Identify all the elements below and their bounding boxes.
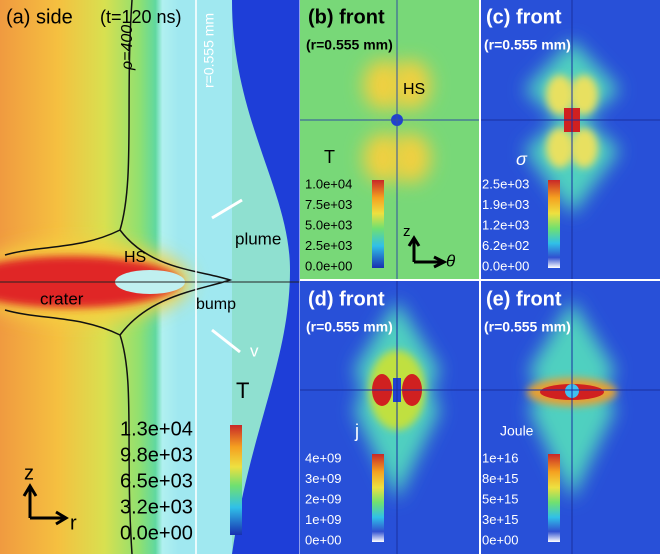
panel-label: (c) front (486, 6, 562, 28)
annotation: bump (196, 296, 236, 313)
panel-subtitle: (r=0.555 mm) (306, 319, 393, 335)
colorbar-label: 2.5e+03 (305, 238, 352, 253)
colorbar (372, 180, 384, 268)
colorbar-label: 1.3e+04 (120, 418, 193, 440)
annotation: crater (40, 289, 84, 308)
colorbar-label: 0.0e+00 (482, 258, 529, 273)
annotation: σ (516, 149, 528, 169)
colorbar (548, 180, 560, 268)
annotation: r (70, 512, 77, 534)
colorbar-label: 8e+15 (482, 471, 519, 486)
colorbar-label: 3e+15 (482, 512, 519, 527)
annotation: T (236, 378, 249, 403)
figure: (a) side (t=120 ns) 1.3e+04 9.8e+03 6.5e+03 3… (0, 0, 660, 554)
annotation: v (250, 341, 259, 360)
panel-label: (d) front (308, 288, 385, 310)
annotation: HS (124, 249, 146, 266)
lobe (570, 128, 598, 168)
colorbar-label: 9.8e+03 (120, 444, 193, 466)
colorbar-label: 0e+00 (482, 532, 519, 547)
colorbar-label: 2.5e+03 (482, 176, 529, 191)
panel-label: (a) side (6, 6, 73, 28)
colorbar-label: 3.2e+03 (120, 496, 193, 518)
colorbar-label: 5e+15 (482, 491, 519, 506)
colorbar-label: 0.0e+00 (305, 258, 352, 273)
colorbar-label: 7.5e+03 (305, 197, 352, 212)
annotation: r=0.555 mm (201, 13, 217, 88)
annotation: Joule (500, 423, 534, 439)
colorbar-label: 1.9e+03 (482, 197, 529, 212)
colorbar (230, 425, 242, 535)
annotation: z (403, 223, 411, 240)
annotation: z (24, 462, 34, 484)
colorbar-label: 5.0e+03 (305, 217, 352, 232)
panel-subtitle: (r=0.555 mm) (484, 37, 571, 53)
colorbar-label: 3e+09 (305, 471, 342, 486)
lobe (546, 128, 574, 168)
colorbar (372, 454, 384, 542)
annotation: plume (235, 229, 281, 248)
annotation: T (324, 147, 335, 167)
colorbar (548, 454, 560, 542)
colorbar-label: 2e+09 (305, 491, 342, 506)
colorbar-label: 6.2e+02 (482, 238, 529, 253)
annotation: ρ=400 (119, 25, 136, 71)
colorbar-label: 1.2e+03 (482, 217, 529, 232)
colorbar-label: 4e+09 (305, 450, 342, 465)
colorbar-label: 1e+09 (305, 512, 342, 527)
colorbar-label: 6.5e+03 (120, 470, 193, 492)
panel-label: (e) front (486, 288, 562, 310)
panel-subtitle: (t=120 ns) (100, 7, 182, 27)
colorbar-label: 1.0e+04 (305, 176, 352, 191)
colorbar-label: 0e+00 (305, 532, 342, 547)
annotation: HS (403, 81, 425, 98)
panel-label: (b) front (308, 6, 385, 28)
annotation: θ (446, 251, 456, 270)
panel-subtitle: (r=0.555 mm) (484, 319, 571, 335)
panel-subtitle: (r=0.555 mm) (306, 37, 393, 53)
annotation: j (354, 421, 359, 441)
colorbar-label: 1e+16 (482, 450, 519, 465)
colorbar-label: 0.0e+00 (120, 522, 193, 544)
